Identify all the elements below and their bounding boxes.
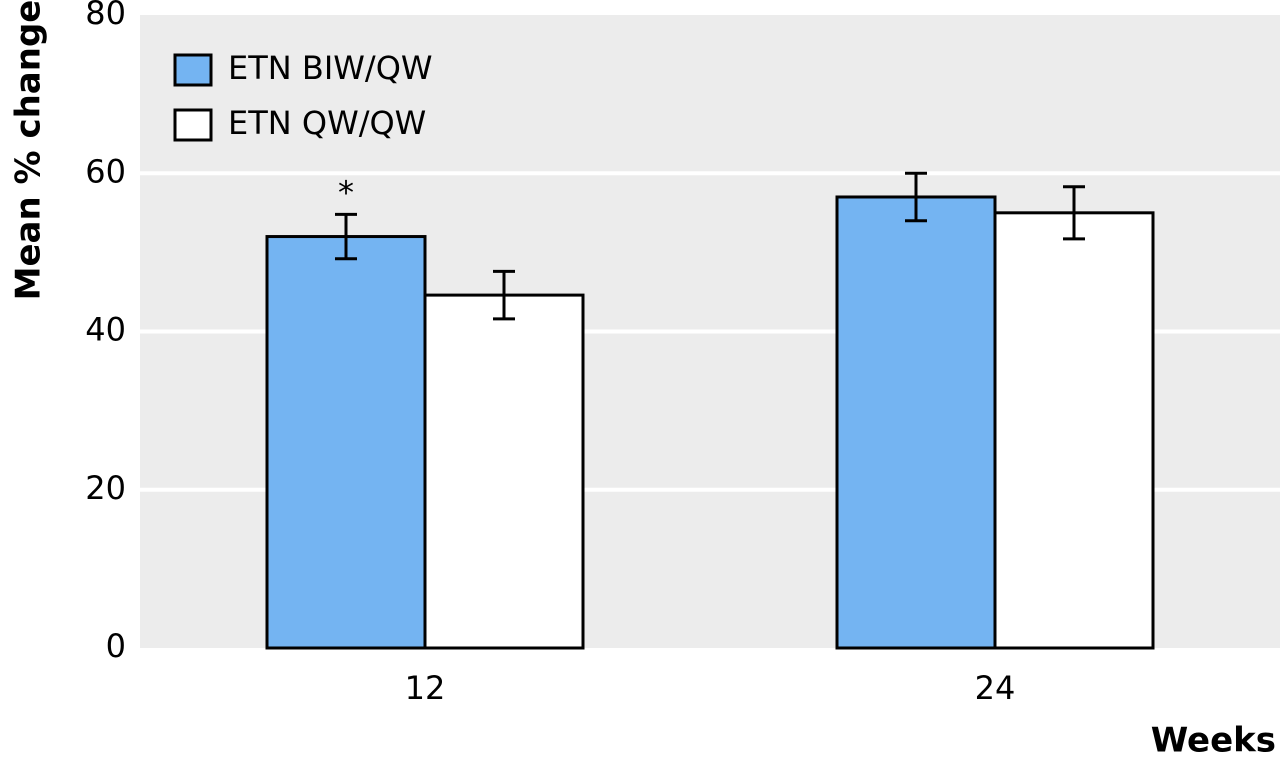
bar — [835, 195, 997, 650]
legend-swatch — [173, 108, 213, 142]
annotation: * — [338, 173, 354, 211]
bar — [423, 293, 585, 650]
legend-label: ETN QW/QW — [228, 104, 426, 142]
y-tick-label: 20 — [85, 469, 126, 507]
y-tick-label: 80 — [85, 0, 126, 32]
y-axis-label: Mean % change — [9, 0, 49, 300]
y-tick-label: 40 — [85, 311, 126, 349]
x-tick-label: 12 — [405, 669, 446, 707]
x-axis-label: Weeks — [1151, 721, 1276, 759]
y-tick-label: 60 — [85, 152, 126, 190]
error-bar — [905, 171, 927, 223]
y-tick-label: 0 — [106, 627, 126, 665]
x-tick-label: 24 — [975, 669, 1016, 707]
legend-swatch — [173, 53, 213, 87]
error-bar — [493, 269, 515, 321]
bar — [993, 211, 1155, 650]
error-bar — [335, 212, 357, 261]
error-bar — [1063, 185, 1085, 241]
bar — [265, 235, 427, 650]
legend-label: ETN BIW/QW — [228, 49, 433, 87]
